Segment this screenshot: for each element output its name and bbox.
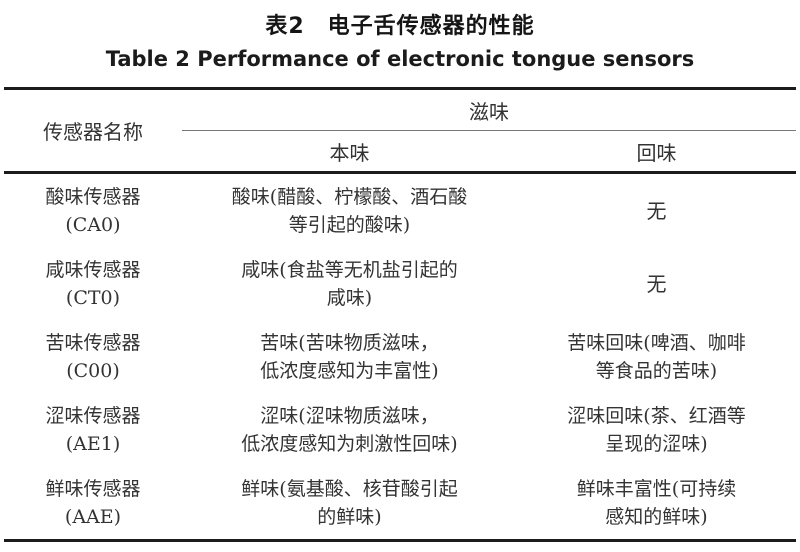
table-row-umami: 鲜味传感器 (AAE) 鲜味(氨基酸、核苷酸引起 的鲜味) 鲜味丰富性(可持续 … — [4, 466, 796, 539]
table-row-saltiness: 咸味传感器 (CT0) 咸味(食盐等无机盐引起的 咸味) 无 — [4, 247, 796, 320]
cell-base-taste: 苦味(苦味物质滋味， 低浓度感知为丰富性) — [260, 331, 439, 382]
cell-base-taste: 鲜味(氨基酸、核苷酸引起 的鲜味) — [241, 477, 458, 528]
cell-sensor: 咸味传感器 (CT0) — [45, 258, 141, 309]
header-taste-group: 滋味 本味 回味 — [182, 90, 796, 171]
cell-aftertaste: 无 — [646, 198, 667, 223]
table-title-en: Table 2 Performance of electronic tongue… — [105, 47, 695, 71]
cell-base-taste: 涩味(涩味物质滋味， 低浓度感知为刺激性回味) — [241, 404, 458, 455]
cell-base-taste: 咸味(食盐等无机盐引起的 咸味) — [241, 258, 458, 309]
cell-sensor: 鲜味传感器 (AAE) — [45, 477, 141, 528]
header-aftertaste: 回味 — [636, 140, 677, 165]
table-row-bitterness: 苦味传感器 (C00) 苦味(苦味物质滋味， 低浓度感知为丰富性) 苦味回味(啤… — [4, 320, 796, 393]
cell-aftertaste: 涩味回味(茶、红酒等 呈现的涩味) — [567, 404, 746, 455]
table-body: 酸味传感器 (CA0) 酸味(醋酸、柠檬酸、酒石酸 等引起的酸味) 无 咸味传感… — [4, 174, 796, 539]
header-base-taste: 本味 — [329, 140, 370, 165]
cell-sensor: 酸味传感器 (CA0) — [45, 185, 141, 236]
cell-aftertaste: 无 — [646, 271, 667, 296]
taste-group-divider — [182, 130, 796, 131]
header-subcolumns: 本味 回味 — [182, 131, 796, 171]
table-row-astringency: 涩味传感器 (AE1) 涩味(涩味物质滋味， 低浓度感知为刺激性回味) 涩味回味… — [4, 393, 796, 466]
table-title-zh: 表2 电子舌传感器的性能 — [265, 14, 535, 39]
header-taste-label: 滋味 — [469, 99, 509, 124]
table-header: 传感器名称 滋味 本味 回味 — [4, 90, 796, 174]
cell-aftertaste: 苦味回味(啤酒、咖啡 等食品的苦味) — [567, 331, 746, 382]
cell-aftertaste: 鲜味丰富性(可持续 感知的鲜味) — [576, 477, 737, 528]
table-row-sourness: 酸味传感器 (CA0) 酸味(醋酸、柠檬酸、酒石酸 等引起的酸味) 无 — [4, 174, 796, 247]
header-sensor-name: 传感器名称 — [43, 120, 143, 144]
cell-sensor: 苦味传感器 (C00) — [45, 331, 141, 382]
cell-sensor: 涩味传感器 (AE1) — [45, 404, 141, 455]
performance-table: 传感器名称 滋味 本味 回味 酸味传感器 (CA0) 酸味(醋酸、柠檬酸、酒石酸… — [4, 87, 796, 542]
cell-base-taste: 酸味(醋酸、柠檬酸、酒石酸 等引起的酸味) — [231, 185, 468, 236]
